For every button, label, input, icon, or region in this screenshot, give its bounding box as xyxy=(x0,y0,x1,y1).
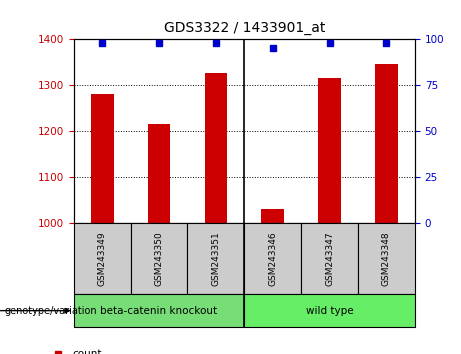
Text: GSM243346: GSM243346 xyxy=(268,231,277,286)
Text: beta-catenin knockout: beta-catenin knockout xyxy=(100,306,218,316)
Bar xyxy=(301,223,358,294)
Bar xyxy=(130,223,188,294)
Bar xyxy=(148,124,171,223)
Text: genotype/variation: genotype/variation xyxy=(5,306,97,316)
Bar xyxy=(74,223,130,294)
Text: GSM243347: GSM243347 xyxy=(325,231,334,286)
Text: GSM243350: GSM243350 xyxy=(154,231,164,286)
Bar xyxy=(74,294,244,327)
Bar xyxy=(318,78,341,223)
Bar xyxy=(244,294,415,327)
Text: count: count xyxy=(72,349,102,354)
Text: GSM243349: GSM243349 xyxy=(98,231,106,286)
Bar xyxy=(358,223,415,294)
Bar xyxy=(91,94,113,223)
Text: GSM243348: GSM243348 xyxy=(382,231,391,286)
Bar xyxy=(205,73,227,223)
Title: GDS3322 / 1433901_at: GDS3322 / 1433901_at xyxy=(164,21,325,35)
Text: GSM243351: GSM243351 xyxy=(212,231,220,286)
Bar xyxy=(375,64,398,223)
Bar xyxy=(188,223,244,294)
Bar xyxy=(244,223,301,294)
Bar xyxy=(261,209,284,223)
Text: wild type: wild type xyxy=(306,306,354,316)
